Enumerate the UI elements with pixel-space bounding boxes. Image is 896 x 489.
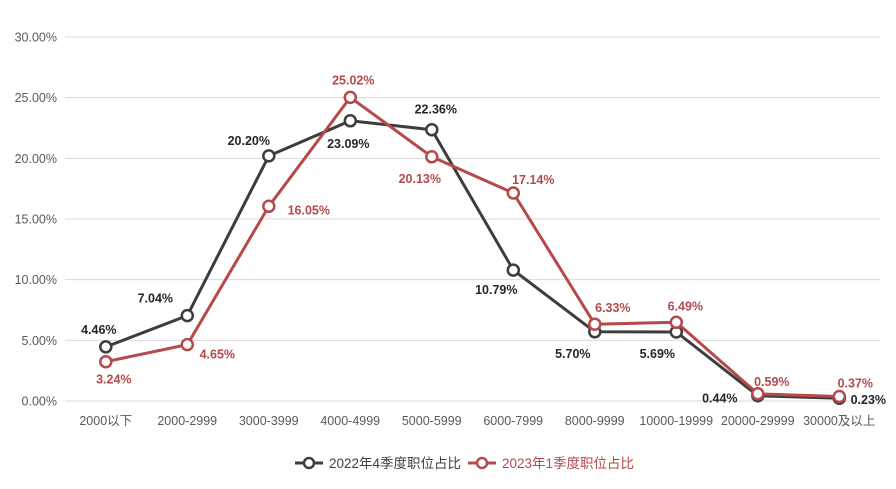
x-axis-category-label: 30000及以上 <box>803 414 875 428</box>
data-point-label: 0.37% <box>838 377 873 391</box>
data-point-label: 20.20% <box>228 134 270 148</box>
legend-item-0[interactable]: 2022年4季度职位占比 <box>295 456 461 471</box>
legend-marker-icon <box>302 456 316 470</box>
data-point-label: 5.70% <box>555 347 590 361</box>
data-point-marker[interactable] <box>99 340 113 354</box>
y-axis-tick-label: 0.00% <box>22 395 57 409</box>
data-point-marker[interactable] <box>506 263 521 277</box>
y-axis-tick-label: 30.00% <box>15 31 57 45</box>
x-axis-category-label: 3000-3999 <box>239 414 299 428</box>
data-point-marker[interactable] <box>832 389 847 404</box>
data-point-marker[interactable] <box>343 90 358 105</box>
data-point-label: 22.36% <box>415 103 457 117</box>
data-point-marker[interactable] <box>99 354 113 369</box>
data-point-label: 6.33% <box>595 301 630 315</box>
x-axis-category-label: 6000-7999 <box>483 414 543 428</box>
data-point-marker[interactable] <box>751 387 765 401</box>
series-line-1 <box>104 95 841 398</box>
data-point-marker[interactable] <box>180 337 195 352</box>
y-axis-tick-label: 20.00% <box>15 152 57 166</box>
data-point-label: 16.05% <box>288 203 330 217</box>
x-axis-category-label: 8000-9999 <box>565 414 625 428</box>
y-axis-tick-label: 10.00% <box>15 273 57 287</box>
x-axis-category-label: 2000以下 <box>79 414 132 428</box>
data-point-label: 3.24% <box>96 373 131 387</box>
data-point-marker[interactable] <box>425 122 439 137</box>
x-axis-category-label: 5000-5999 <box>402 414 462 428</box>
data-point-label: 0.59% <box>754 375 789 389</box>
x-axis-category-label: 2000-2999 <box>157 414 217 428</box>
data-point-label: 25.02% <box>332 73 374 87</box>
data-point-marker[interactable] <box>180 308 195 323</box>
data-point-marker[interactable] <box>588 317 602 331</box>
data-point-label: 4.46% <box>81 323 116 337</box>
legend-item-1[interactable]: 2023年1季度职位占比 <box>468 456 634 471</box>
data-point-label: 10.79% <box>475 283 517 297</box>
y-axis-tick-label: 25.00% <box>15 91 57 105</box>
data-point-marker[interactable] <box>506 186 521 200</box>
x-axis-category-label: 4000-4999 <box>320 414 380 428</box>
data-point-label: 4.65% <box>200 348 235 362</box>
y-axis-tick-label: 15.00% <box>15 213 57 227</box>
data-point-marker[interactable] <box>669 315 684 330</box>
data-point-label: 17.14% <box>512 173 554 187</box>
data-point-marker[interactable] <box>425 150 439 164</box>
data-point-label: 23.09% <box>327 137 369 151</box>
y-axis-tick-label: 5.00% <box>22 334 57 348</box>
x-axis-category-label: 10000-19999 <box>639 414 713 428</box>
data-point-label: 20.13% <box>399 172 441 186</box>
data-point-marker[interactable] <box>262 199 276 214</box>
data-point-marker[interactable] <box>343 114 358 128</box>
data-point-label: 0.23% <box>851 393 886 407</box>
legend-label: 2023年1季度职位占比 <box>502 456 634 471</box>
series-line-0 <box>104 119 841 400</box>
data-point-marker[interactable] <box>262 149 276 163</box>
data-point-label: 0.44% <box>702 392 737 406</box>
x-axis-category-label: 20000-29999 <box>721 414 795 428</box>
legend-marker-icon <box>475 456 489 470</box>
legend-label: 2022年4季度职位占比 <box>329 456 461 471</box>
data-point-label: 6.49% <box>668 299 703 313</box>
data-point-label: 5.69% <box>640 347 675 361</box>
data-point-label: 7.04% <box>138 292 173 306</box>
